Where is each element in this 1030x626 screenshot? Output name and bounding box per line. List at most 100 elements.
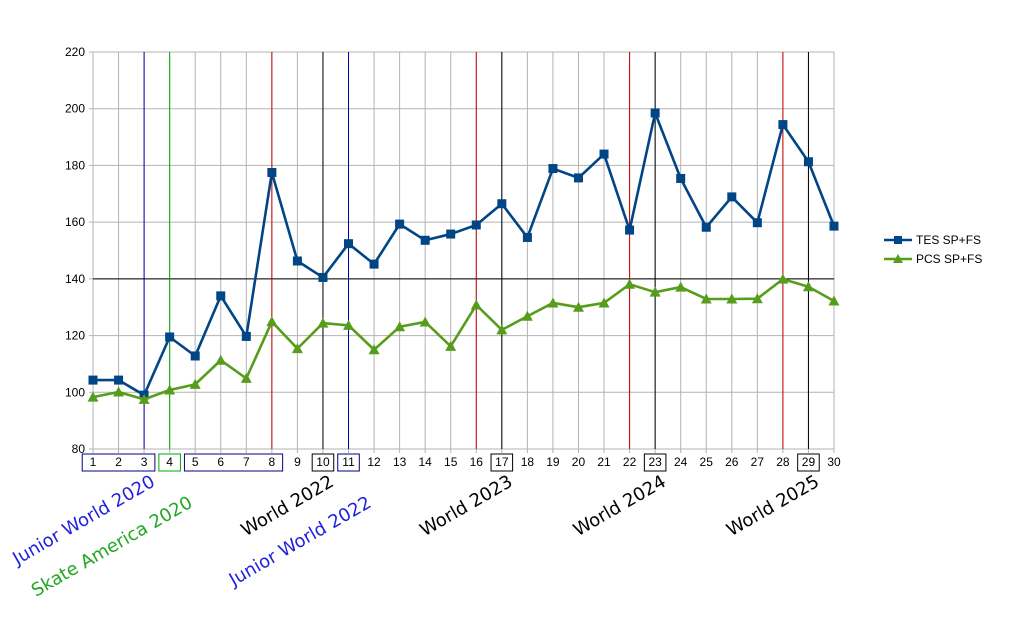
y-tick-label: 180 [65, 158, 85, 172]
y-tick-label: 200 [65, 102, 85, 116]
event-lines [143, 52, 809, 449]
data-point [420, 235, 430, 245]
data-point [803, 157, 813, 167]
data-point [829, 221, 839, 231]
data-point [113, 386, 125, 397]
x-tick-box [643, 453, 667, 472]
data-point [700, 293, 712, 304]
legend-marker [893, 254, 903, 263]
x-tick-label: 5 [192, 455, 199, 469]
event-annotation: World 2023 [417, 471, 517, 541]
data-point [649, 286, 661, 297]
data-point [419, 316, 431, 327]
x-tick-label: 13 [393, 455, 407, 469]
x-tick-box [311, 453, 335, 472]
data-point [471, 220, 481, 230]
x-tick-label: 16 [470, 455, 484, 469]
data-point [267, 168, 277, 178]
data-point [343, 319, 355, 330]
data-point [215, 354, 227, 365]
x-tick-label: 28 [776, 455, 790, 469]
data-point [598, 297, 610, 308]
data-point [521, 310, 533, 321]
x-tick-label: 4 [166, 455, 173, 469]
data-point [165, 332, 175, 342]
x-tick-label: 21 [597, 455, 611, 469]
legend-entry: TES SP+FS [884, 233, 981, 247]
x-tick-label: 30 [827, 455, 841, 469]
x-tick-label: 19 [546, 455, 560, 469]
data-point [624, 278, 636, 289]
x-tick-label: 1 [90, 455, 97, 469]
x-tick-label: 8 [269, 455, 276, 469]
x-tick-label: 11 [342, 455, 355, 469]
data-point [318, 272, 328, 282]
y-tick-label: 100 [65, 385, 85, 399]
data-point [625, 225, 635, 235]
legend: TES SP+FS PCS SP+FS [884, 233, 982, 266]
x-tick-label: 20 [572, 455, 586, 469]
y-tick-label: 220 [65, 45, 85, 59]
data-point [675, 281, 687, 292]
y-tick-label: 140 [65, 272, 85, 286]
data-point [216, 291, 226, 301]
x-tick-label: 3 [141, 455, 148, 469]
x-tick-label: 25 [700, 455, 714, 469]
data-point [726, 293, 738, 304]
data-point [291, 343, 303, 354]
series-line [92, 277, 835, 401]
x-tick-label: 12 [367, 455, 381, 469]
data-point [778, 120, 788, 130]
x-tick-label: 26 [725, 455, 739, 469]
data-point [87, 391, 99, 402]
data-point [802, 281, 814, 292]
y-tick-label: 160 [65, 215, 85, 229]
x-tick-box [797, 453, 820, 472]
x-tick-label: 6 [217, 455, 224, 469]
data-point [548, 164, 558, 174]
y-axis-ticks: 80 100 120 140 160 180 200 220 [65, 45, 85, 456]
x-tick-box [490, 453, 514, 472]
data-point [599, 149, 609, 159]
x-tick-label: 10 [316, 455, 330, 469]
data-point [190, 351, 200, 361]
x-tick-box [158, 453, 181, 472]
x-tick-label: 24 [674, 455, 688, 469]
data-point [676, 173, 686, 183]
data-point [317, 317, 329, 328]
data-point [751, 293, 763, 304]
data-point [445, 340, 457, 351]
data-point [292, 256, 302, 266]
data-point [573, 173, 583, 183]
x-tick-box [183, 453, 284, 472]
data-point [114, 375, 124, 385]
data-point [650, 108, 660, 118]
x-tick-label: 17 [495, 455, 509, 469]
x-tick-label: 27 [751, 455, 765, 469]
x-tick-box [81, 453, 156, 472]
series-line [93, 111, 836, 397]
data-point [727, 192, 737, 202]
x-tick-label: 29 [802, 455, 816, 469]
data-point [369, 259, 379, 269]
x-axis-ticks: 1 2 3 4 5 6 7 8 9 10 11 12 13 14 15 16 17 18 19 20 21 22 23 24 2… [90, 455, 841, 469]
x-tick-label: 18 [521, 455, 535, 469]
series [87, 108, 840, 404]
x-tick-label: 14 [418, 455, 432, 469]
grid [89, 51, 835, 453]
legend-marker [894, 236, 902, 244]
legend-label: PCS SP+FS [916, 252, 982, 266]
data-point [777, 273, 789, 284]
x-tick-boxes [81, 453, 820, 472]
data-point [164, 384, 176, 395]
data-point [394, 321, 406, 332]
data-point [828, 295, 840, 306]
data-point [701, 222, 711, 232]
data-point [395, 219, 405, 229]
y-tick-label: 120 [65, 329, 85, 343]
data-point [547, 297, 559, 308]
data-point [266, 316, 278, 327]
legend-entry: PCS SP+FS [884, 252, 982, 266]
